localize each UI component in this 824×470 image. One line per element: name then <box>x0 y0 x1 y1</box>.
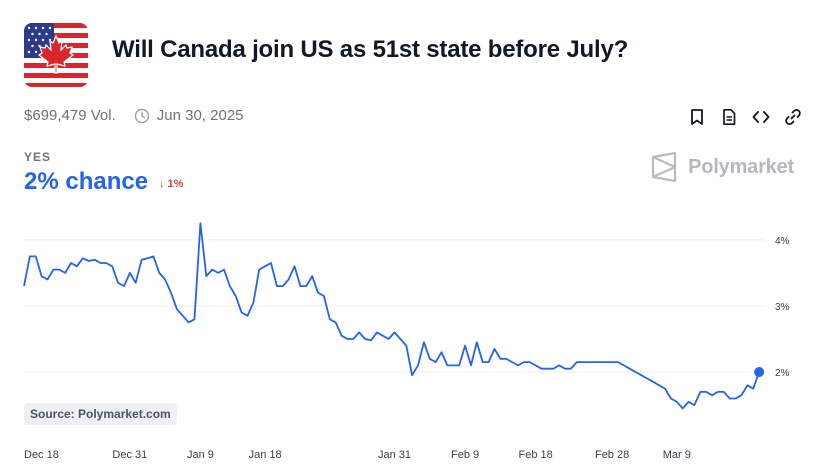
clock-icon <box>134 108 150 124</box>
x-tick-label: Jan 18 <box>249 449 282 461</box>
x-tick-label: Jan 31 <box>378 449 411 461</box>
link-icon[interactable] <box>782 106 804 128</box>
chart-svg: 4% 3% 2% Dec 18 Dec 31 Jan 9 Jan 18 Jan 31 Feb 9… <box>23 222 790 461</box>
series-line <box>23 222 760 410</box>
x-tick-label: Jan 9 <box>187 449 214 461</box>
market-meta: $699,479 Vol. Jun 30, 2025 <box>24 107 244 124</box>
last-point-marker <box>754 367 765 378</box>
us-canada-flag-icon <box>24 23 88 87</box>
x-tick-label: Feb 18 <box>519 449 553 461</box>
y-tick-label: 2% <box>775 368 790 379</box>
y-tick-label: 4% <box>775 236 790 247</box>
brand-name: Polymarket <box>688 155 794 178</box>
action-bar <box>686 106 804 128</box>
embed-code-icon[interactable] <box>750 106 772 128</box>
x-tick-label: Dec 18 <box>24 449 59 461</box>
document-icon[interactable] <box>718 106 740 128</box>
price-chart: 4% 3% 2% Dec 18 Dec 31 Jan 9 Jan 18 Jan 31 Feb 9… <box>0 210 824 470</box>
end-date-text: Jun 30, 2025 <box>156 107 244 124</box>
outcome-label: YES <box>24 150 52 164</box>
volume-text: $699,479 Vol. <box>24 107 116 124</box>
y-tick-label: 3% <box>775 302 790 313</box>
bookmark-icon[interactable] <box>686 106 708 128</box>
market-title: Will Canada join US as 51st state before… <box>112 36 629 63</box>
polymarket-logo-icon <box>652 152 677 182</box>
chance-change: ↓ 1% <box>159 178 184 190</box>
x-tick-label: Mar 9 <box>663 449 691 461</box>
x-tick-label: Feb 9 <box>451 449 479 461</box>
polymarket-logo: Polymarket <box>650 152 794 182</box>
chance-value: 2% chance <box>24 168 149 195</box>
x-tick-label: Feb 28 <box>595 449 629 461</box>
source-badge: Source: Polymarket.com <box>24 403 177 425</box>
x-tick-label: Dec 31 <box>112 449 147 461</box>
